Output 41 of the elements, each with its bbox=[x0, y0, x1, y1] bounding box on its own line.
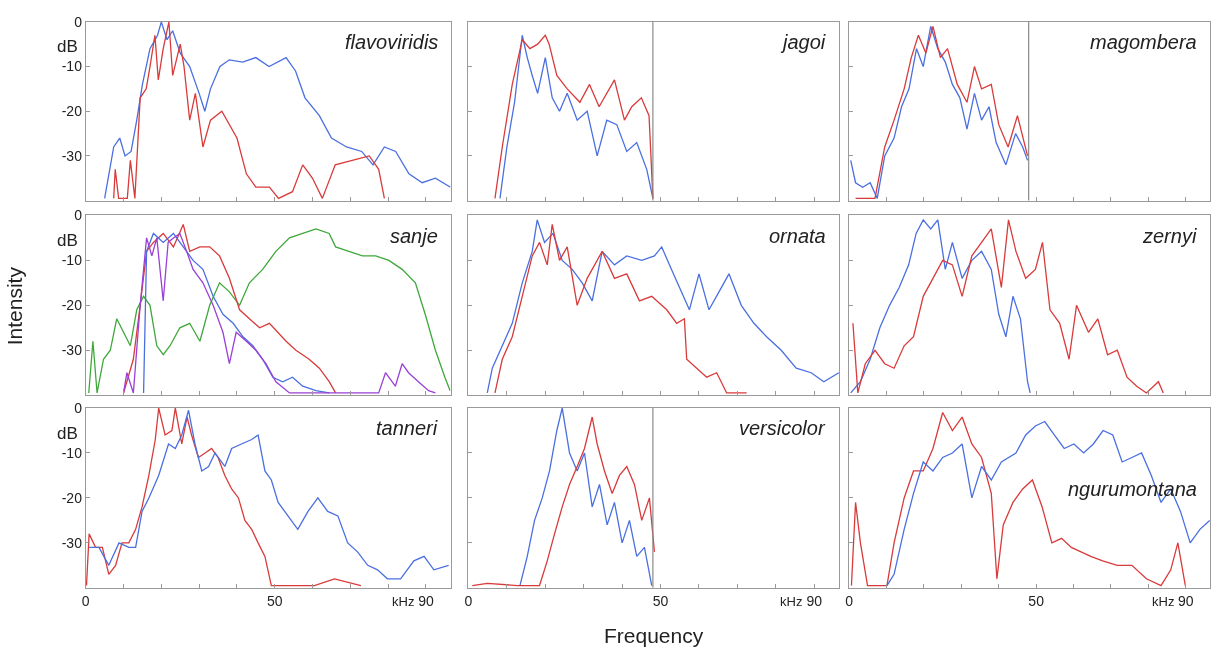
y-tick-label: 0 bbox=[74, 13, 83, 30]
line-series bbox=[88, 228, 451, 394]
x-tick-label: 50 bbox=[1028, 592, 1045, 609]
x-tick-label: 90 bbox=[1177, 592, 1194, 609]
y-tick-label: -20 bbox=[61, 297, 83, 314]
text: kHz bbox=[1152, 594, 1175, 609]
y-axis-title: dB bbox=[57, 424, 78, 443]
y-tick-label: -10 bbox=[61, 252, 83, 269]
y-tick-label: -20 bbox=[61, 489, 83, 506]
y-tick-label: -30 bbox=[61, 534, 83, 551]
text: flavoviridis bbox=[345, 31, 439, 53]
text: sanje bbox=[390, 225, 438, 247]
text: tanneri bbox=[376, 417, 438, 439]
line-series bbox=[103, 21, 451, 200]
line-series bbox=[88, 409, 450, 580]
y-tick-label: -30 bbox=[61, 147, 83, 164]
x-tick-label: 90 bbox=[418, 592, 434, 609]
x-tick-label: 50 bbox=[266, 592, 283, 609]
text: kHz bbox=[392, 594, 415, 609]
line-series bbox=[122, 223, 337, 394]
x-tick-label: 90 bbox=[806, 592, 823, 609]
x-tick-label: 50 bbox=[652, 592, 669, 609]
y-tick-label: 0 bbox=[74, 399, 83, 416]
text: jagoi bbox=[780, 31, 826, 53]
y-tick-label: -30 bbox=[61, 342, 83, 359]
y-axis-title: dB bbox=[57, 37, 78, 56]
x-tick-label: 0 bbox=[845, 592, 854, 609]
y-tick-label: -10 bbox=[61, 444, 83, 461]
text: versicolor bbox=[739, 417, 826, 439]
text: kHz bbox=[780, 594, 803, 609]
text: Intensity bbox=[2, 266, 26, 346]
x-axis-title: Frequency bbox=[604, 624, 704, 647]
y-tick-label: -20 bbox=[61, 103, 83, 120]
line-series bbox=[85, 408, 362, 587]
y-tick-label: 0 bbox=[74, 207, 83, 224]
text: magombera bbox=[1090, 31, 1197, 53]
x-tick-label: 0 bbox=[464, 592, 473, 609]
y-axis-title: dB bbox=[57, 231, 78, 250]
text: ornata bbox=[769, 225, 826, 247]
text: zernyi bbox=[1142, 225, 1197, 247]
y-tick-label: -10 bbox=[61, 58, 83, 75]
